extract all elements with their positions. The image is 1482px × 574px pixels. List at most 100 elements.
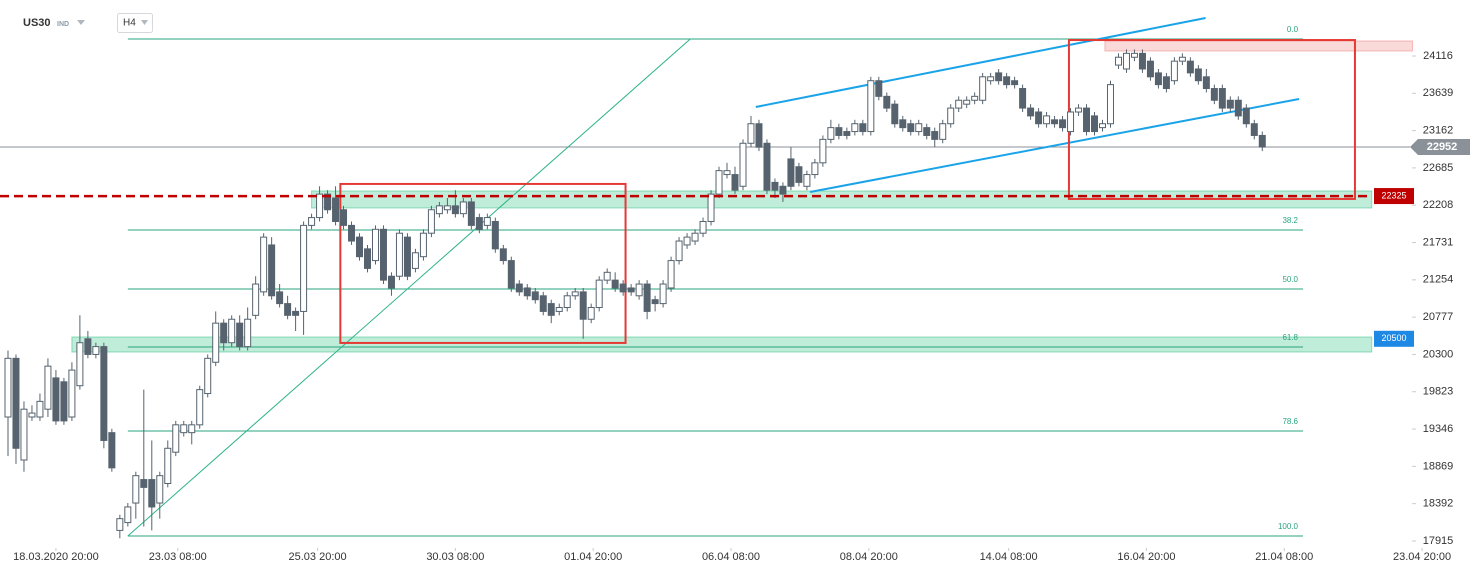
y-tick-label: 22208 [1423, 199, 1454, 211]
candle-body [883, 95, 891, 109]
candle-body [196, 389, 204, 426]
timeframe-dropdown [141, 20, 148, 25]
candle-body [843, 131, 851, 136]
x-tick-label: 23.03 08:00 [149, 551, 207, 563]
fib-label: 100.0 [1278, 522, 1299, 531]
candle-body [427, 209, 435, 234]
candle-body [340, 209, 348, 226]
fib-label: 50.0 [1282, 275, 1298, 284]
candle-body [555, 307, 563, 312]
candle-body [172, 424, 180, 453]
candle-body [939, 123, 947, 140]
y-tick-label: 20777 [1423, 311, 1454, 323]
candle-body [675, 240, 683, 262]
x-tick-label: 30.03 08:00 [426, 551, 484, 563]
candle-body [923, 127, 931, 136]
candle-body [364, 248, 371, 269]
candle-body [76, 342, 84, 387]
x-tick-label: 14.04 08:00 [980, 551, 1038, 563]
candle-body [308, 217, 316, 226]
y-tick-label: 17915 [1423, 535, 1454, 547]
candle-body [499, 248, 507, 262]
candle-body [915, 123, 923, 133]
y-tick-label: 23162 [1423, 125, 1454, 137]
candle-body [459, 201, 467, 215]
candle-body [316, 193, 324, 219]
candle-body [324, 193, 332, 211]
x-tick-label: 06.04 08:00 [702, 551, 760, 563]
candle-body [356, 236, 364, 258]
candle-body [507, 260, 515, 289]
candle-body [140, 479, 148, 488]
candle-body [771, 181, 779, 191]
candle-body [1194, 68, 1202, 82]
y-tick-label: 18869 [1423, 460, 1454, 472]
candle-body [1234, 99, 1242, 117]
x-tick-label: 16.04 20:00 [1117, 551, 1175, 563]
candle-body [276, 291, 284, 305]
candle-body [68, 369, 76, 418]
candle-body [116, 518, 124, 531]
candle-body [651, 299, 659, 305]
symbol-dropdown[interactable] [77, 20, 85, 25]
trend-line [755, 17, 1206, 108]
zone [1104, 40, 1413, 52]
candle-body [292, 310, 300, 316]
candle-body [411, 252, 419, 269]
candle-body [1130, 52, 1138, 58]
current-price-tag [1410, 139, 1470, 156]
candle-body [1242, 107, 1250, 125]
candle-body [971, 95, 979, 101]
candle-body [571, 291, 579, 297]
candle-body [987, 76, 995, 82]
candle-body [731, 174, 739, 191]
candle-body [707, 193, 715, 222]
candle-body [683, 236, 691, 246]
candle-body [835, 127, 843, 136]
candle-body [891, 103, 899, 125]
candle-body [899, 119, 907, 129]
candle-body [859, 123, 867, 133]
candle-body [1154, 72, 1162, 86]
candle-body [419, 232, 427, 258]
y-tick-label: 18392 [1423, 498, 1454, 510]
candle-body [1258, 134, 1266, 148]
candle-body [979, 76, 987, 101]
candle-body [1099, 123, 1106, 129]
candle-body [36, 400, 44, 418]
candle-body [1091, 115, 1099, 133]
candle-body [947, 107, 955, 125]
candle-body [252, 283, 260, 316]
candle-body [755, 123, 763, 148]
candle-body [547, 303, 555, 316]
candle-body [995, 72, 1003, 82]
candle-body [1019, 88, 1027, 109]
candle-body [563, 295, 571, 309]
trend-line [809, 98, 1300, 193]
candle-body [1051, 119, 1059, 125]
level-tag-label: 22325 [1381, 190, 1406, 200]
candle-body [52, 377, 60, 422]
x-tick-label: 18.03.2020 20:00 [13, 551, 99, 563]
candle-body [371, 228, 379, 262]
timeframe-select[interactable] [117, 13, 153, 33]
symbol: US30 [23, 17, 51, 29]
candle-body [667, 260, 675, 289]
candle-body [851, 123, 859, 133]
candle-body [60, 381, 68, 422]
candle-body [28, 412, 36, 418]
candle-body [931, 131, 939, 140]
candle-body [643, 283, 651, 312]
y-tick-label: 19823 [1423, 386, 1454, 398]
fib-label: 61.8 [1282, 333, 1298, 342]
candle-body [1178, 56, 1186, 62]
candle-body [4, 357, 12, 418]
candle-body [699, 220, 707, 234]
candle-body [228, 318, 236, 344]
candle-body [747, 123, 755, 144]
zone [71, 336, 1373, 353]
candle-body [1170, 60, 1178, 82]
candle-body [531, 291, 539, 301]
candle-body [787, 158, 795, 187]
x-tick-label: 01.04 20:00 [564, 551, 622, 563]
